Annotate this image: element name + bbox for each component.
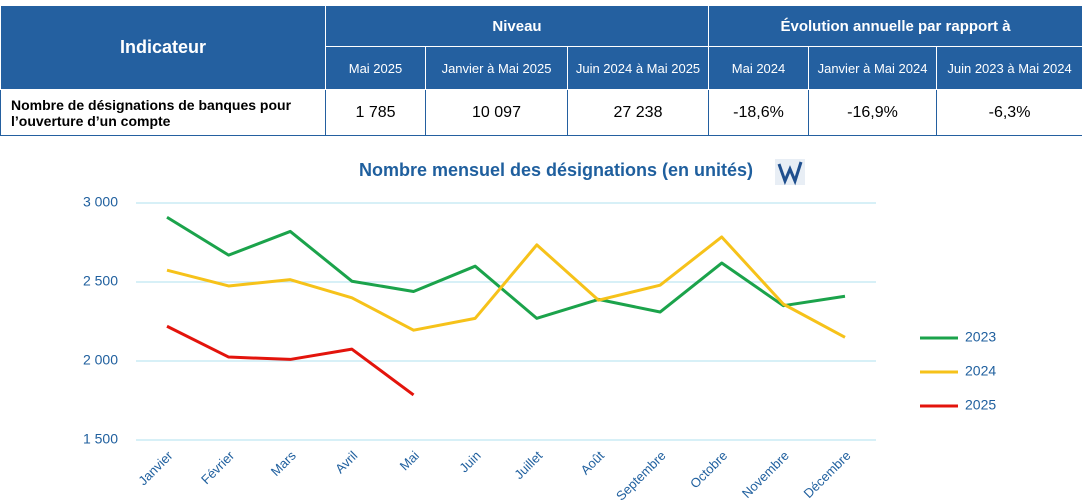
x-tick-label: Août: [577, 448, 607, 478]
x-tick-label: Avril: [332, 448, 360, 476]
group-header: Évolution annuelle par rapport à: [708, 5, 1082, 47]
legend-label: 2024: [965, 363, 996, 379]
x-tick-label: Septembre: [613, 448, 669, 500]
y-tick-label: 2 000: [83, 352, 118, 368]
column-header: Juin 2024 à Mai 2025: [566, 46, 710, 90]
x-tick-label: Mars: [268, 448, 299, 479]
x-tick-label: Décembre: [801, 448, 854, 500]
x-tick-label: Octobre: [687, 448, 730, 491]
legend-label: 2023: [965, 329, 996, 345]
x-tick-label: Février: [198, 447, 238, 487]
x-tick-label: Juin: [456, 448, 483, 475]
y-tick-label: 1 500: [83, 431, 118, 447]
line-series: [166, 324, 415, 397]
logo: [775, 159, 805, 186]
x-tick-label: Janvier: [135, 447, 176, 488]
x-tick-label: Novembre: [739, 448, 792, 500]
group-header: Niveau: [324, 5, 710, 47]
chart: Nombre mensuel des désignations (en unit…: [83, 159, 996, 500]
y-tick-label: 3 000: [83, 194, 118, 210]
column-header: Juin 2023 à Mai 2024: [936, 46, 1082, 90]
cell: -6,3%: [936, 89, 1082, 136]
column-header: Mai 2025: [325, 46, 426, 90]
column-header: Janvier à Mai 2025: [425, 46, 568, 90]
column-header: Janvier à Mai 2024: [808, 46, 938, 90]
line-series: [166, 215, 846, 320]
cell: 1 785: [325, 89, 426, 136]
header-cell: Indicateur: [0, 5, 326, 90]
y-tick-label: 2 500: [83, 273, 118, 289]
legend-label: 2025: [965, 397, 996, 413]
cell: 27 238: [566, 89, 710, 136]
summary-table: Indicateur Niveau Évolution annuelle par…: [0, 5, 1082, 136]
row-label: Nombre de désignations de banques pour l…: [0, 89, 326, 136]
cell: -16,9%: [808, 89, 938, 136]
column-header: Mai 2024: [708, 46, 810, 90]
chart-title: Nombre mensuel des désignations (en unit…: [359, 160, 753, 180]
cell: -18,6%: [708, 89, 810, 136]
line-series: [166, 235, 846, 339]
x-tick-label: Mai: [397, 448, 422, 473]
x-tick-label: Juillet: [511, 448, 545, 482]
cell: 10 097: [425, 89, 568, 136]
